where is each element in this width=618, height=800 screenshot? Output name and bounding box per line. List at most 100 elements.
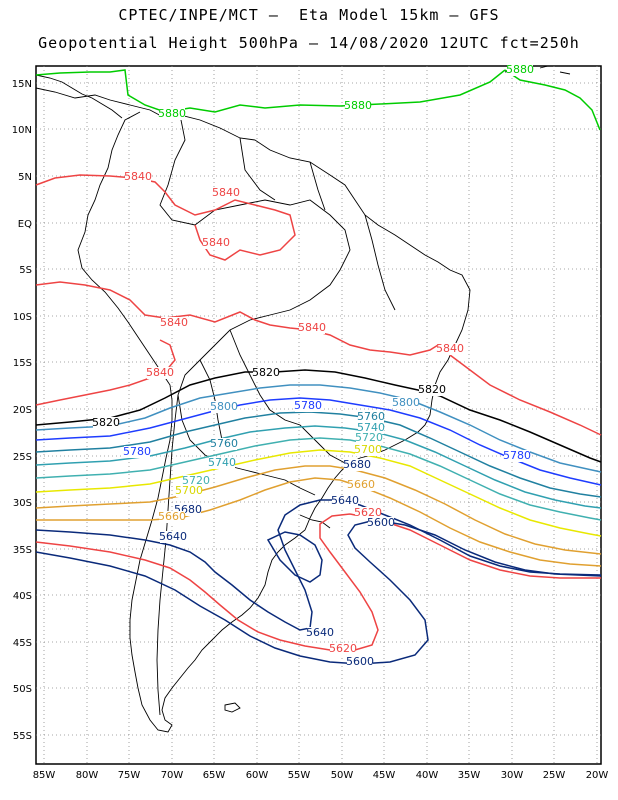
contour-label: 5820	[252, 366, 280, 379]
lon-tick-label: 75W	[118, 770, 141, 781]
contour-label: 5740	[208, 456, 236, 469]
contour-label: 5840	[160, 316, 188, 329]
contour-label: 5620	[329, 642, 357, 655]
contour-label: 5740	[357, 421, 385, 434]
contour-label: 5820	[418, 383, 446, 396]
contour-label-background	[344, 459, 370, 471]
contour-label-background	[161, 317, 187, 329]
contour-label-background	[355, 444, 381, 456]
contour-label: 5600	[346, 655, 374, 668]
contour-label-background	[348, 479, 374, 491]
lat-tick-label: 40S	[13, 591, 32, 602]
lat-tick-label: 30S	[13, 498, 32, 509]
lat-tick-label: 5N	[18, 172, 32, 183]
contour-label-background	[355, 507, 381, 519]
contour-5840-north	[35, 174, 296, 261]
contour-label: 5700	[175, 484, 203, 497]
lon-tick-label: 70W	[161, 770, 184, 781]
contour-label-background	[124, 446, 150, 458]
south-america-coastline	[35, 87, 471, 733]
contour-label-background	[330, 643, 356, 655]
contour-labels: 5880 5880 5880 5840 5840 5840 5840 5840 5840 5840…	[92, 63, 534, 668]
contour-label-background	[125, 171, 151, 183]
contour-label-background	[203, 237, 229, 249]
contour-label-background	[213, 187, 239, 199]
lon-tick-label: 50W	[331, 770, 354, 781]
contour-label-background	[368, 517, 394, 529]
contour-label: 5840	[124, 170, 152, 183]
contour-5600-low	[266, 531, 323, 583]
lat-tick-label: 20S	[13, 405, 32, 416]
contour-label-background	[307, 627, 333, 639]
contour-label-background	[345, 100, 371, 112]
title-line-1: CPTEC/INPE/MCT – Eta Model 15km – GFS	[118, 6, 500, 24]
contour-label-background	[211, 438, 237, 450]
lat-tick-label: 45S	[13, 638, 32, 649]
contour-label-background	[160, 531, 186, 543]
contour-label: 5720	[182, 474, 210, 487]
contour-label-background	[356, 432, 382, 444]
contour-5880	[35, 69, 601, 131]
contour-5820	[35, 369, 602, 463]
contour-label-background	[183, 475, 209, 487]
contour-label-background	[176, 485, 202, 497]
contour-label: 5680	[343, 458, 371, 471]
lon-tick-label: 55W	[288, 770, 311, 781]
longitude-ticks: 85W 80W 75W 70W 65W 60W 55W 50W 45W 40W 35W 30W 25W 2…	[33, 770, 609, 781]
lon-tick-label: 85W	[33, 770, 56, 781]
contour-label: 5880	[158, 107, 186, 120]
lon-tick-label: 20W	[586, 770, 609, 781]
contour-label: 5880	[344, 99, 372, 112]
lon-tick-label: 60W	[246, 770, 269, 781]
lat-tick-label: 50S	[13, 684, 32, 695]
contour-label-background	[159, 511, 185, 523]
contour-label-background	[358, 411, 384, 423]
contour-label: 5760	[210, 437, 238, 450]
lat-tick-label: EQ	[18, 219, 32, 230]
contour-label: 5800	[210, 400, 238, 413]
contour-label: 5700	[354, 443, 382, 456]
contour-label-background	[209, 457, 235, 469]
contour-5660	[36, 477, 602, 567]
title-line-2: Geopotential Height 500hPa – 14/08/2020 …	[38, 34, 580, 52]
contour-label: 5620	[354, 506, 382, 519]
contour-label: 5840	[212, 186, 240, 199]
contour-label-background	[393, 397, 419, 409]
contour-label-background	[211, 401, 237, 413]
contour-5680	[35, 465, 602, 555]
contour-label: 5880	[506, 63, 534, 76]
contour-label-background	[93, 417, 119, 429]
contour-label: 5660	[347, 478, 375, 491]
lat-tick-label: 5S	[19, 265, 32, 276]
contour-5840-south	[35, 339, 176, 406]
lon-tick-label: 40W	[416, 770, 439, 781]
lon-tick-label: 45W	[373, 770, 396, 781]
contour-label: 5660	[158, 510, 186, 523]
contour-5760	[35, 411, 602, 498]
central-america-coast	[35, 74, 123, 119]
contour-label-background	[299, 322, 325, 334]
lon-tick-label: 65W	[203, 770, 226, 781]
contour-label: 5720	[355, 431, 383, 444]
contour-label: 5780	[294, 399, 322, 412]
lat-tick-label: 55S	[13, 731, 32, 742]
lat-tick-label: 15N	[12, 79, 32, 90]
contour-label: 5640	[306, 626, 334, 639]
contour-label: 5840	[436, 342, 464, 355]
contour-label-background	[332, 495, 358, 507]
lon-tick-label: 35W	[458, 770, 481, 781]
contour-5700	[35, 449, 602, 537]
lat-tick-label: 15S	[13, 358, 32, 369]
contour-label: 5840	[298, 321, 326, 334]
contour-label-background	[347, 656, 373, 668]
contour-label: 5840	[202, 236, 230, 249]
contour-label: 5600	[367, 516, 395, 529]
contour-5720	[35, 437, 602, 521]
contour-label-background	[295, 400, 321, 412]
contour-label: 5780	[123, 445, 151, 458]
contour-label: 5640	[331, 494, 359, 507]
argentina-chile-border	[156, 394, 179, 716]
lat-tick-label: 25S	[13, 452, 32, 463]
rio-de-la-plata	[299, 514, 331, 529]
